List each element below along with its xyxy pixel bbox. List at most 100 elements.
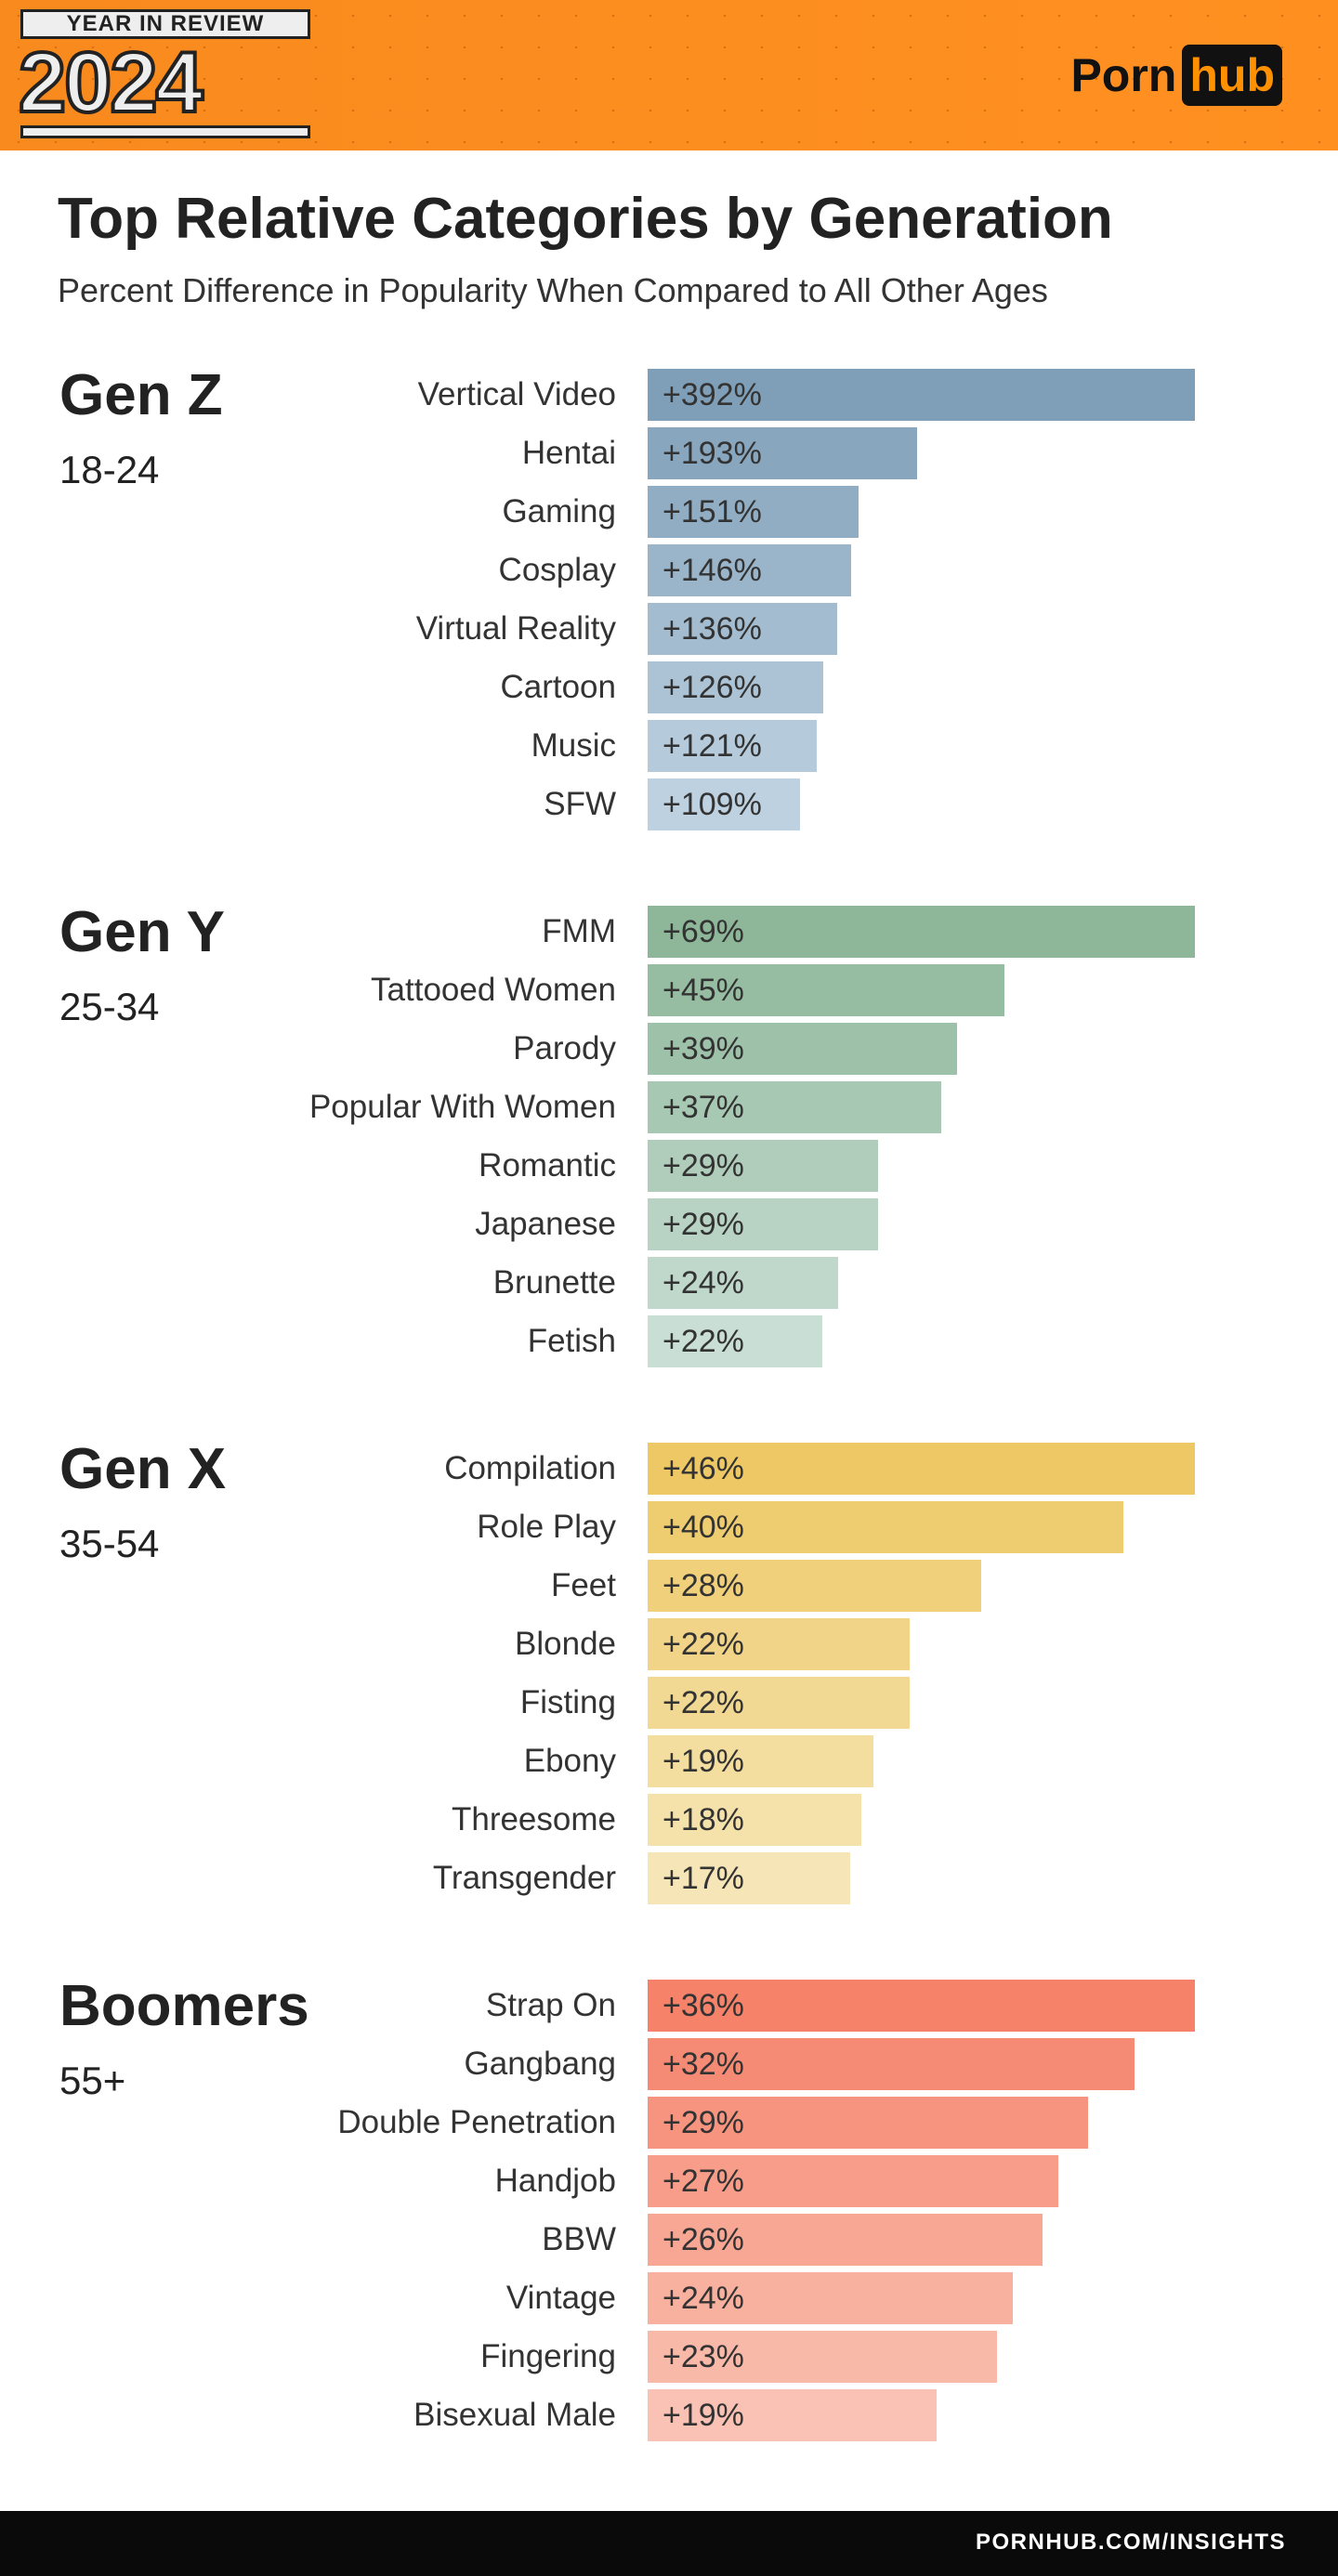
value-label: +45% bbox=[662, 973, 744, 1008]
value-label: +146% bbox=[662, 553, 762, 588]
bar-row: SFW +109% bbox=[0, 778, 1338, 830]
value-label: +26% bbox=[662, 2222, 744, 2257]
bar: +24% bbox=[648, 1257, 838, 1309]
bar-row: Brunette +24% bbox=[0, 1257, 1338, 1309]
value-label: +36% bbox=[662, 1988, 744, 2023]
category-label: Compilation bbox=[444, 1450, 616, 1486]
bar: +17% bbox=[648, 1852, 850, 1904]
value-label: +19% bbox=[662, 2398, 744, 2433]
bar-row: Gangbang +32% bbox=[0, 2038, 1338, 2090]
brand-logo: Porn hub bbox=[1070, 45, 1282, 106]
value-label: +109% bbox=[662, 787, 762, 822]
bar: +29% bbox=[648, 2097, 1089, 2149]
badge-underline bbox=[20, 125, 310, 138]
value-label: +39% bbox=[662, 1031, 744, 1066]
category-label: Double Penetration bbox=[337, 2104, 616, 2140]
category-label: Popular With Women bbox=[308, 1089, 616, 1125]
generation-ages: 35-54 bbox=[59, 1522, 160, 1565]
bar-row: Cartoon +126% bbox=[0, 661, 1338, 713]
value-label: +40% bbox=[662, 1510, 744, 1545]
value-label: +29% bbox=[662, 2105, 744, 2140]
generation-group: Gen Y 25-34 FMM +69% Tattooed Women +45% Pa… bbox=[0, 899, 1338, 1382]
footer-url: PORNHUB.COM/INSIGHTS bbox=[975, 2530, 1286, 2555]
bar: +39% bbox=[648, 1023, 957, 1075]
category-label: Cosplay bbox=[498, 552, 616, 588]
category-label: Role Play bbox=[477, 1509, 616, 1545]
category-label: Parody bbox=[513, 1030, 616, 1066]
value-label: +392% bbox=[662, 377, 762, 412]
bar: +19% bbox=[648, 1735, 874, 1787]
bar: +69% bbox=[648, 906, 1195, 958]
bar-row: Vintage +24% bbox=[0, 2272, 1338, 2324]
generation-ages: 18-24 bbox=[59, 448, 160, 491]
bar: +26% bbox=[648, 2214, 1043, 2266]
bar-row: Vertical Video +392% bbox=[0, 369, 1338, 421]
generation-group: Gen X 35-54 Compilation +46% Role Play +40… bbox=[0, 1436, 1338, 1919]
value-label: +136% bbox=[662, 611, 762, 647]
value-label: +19% bbox=[662, 1744, 744, 1779]
bar: +37% bbox=[648, 1081, 941, 1133]
bar-row: Hentai +193% bbox=[0, 427, 1338, 479]
bar: +193% bbox=[648, 427, 917, 479]
value-label: +37% bbox=[662, 1090, 744, 1125]
generation-group: Gen Z 18-24 Vertical Video +392% Hentai +1… bbox=[0, 362, 1338, 845]
bar: +27% bbox=[648, 2155, 1058, 2207]
generation-group: Boomers 55+ Strap On +36% Gangbang +32% Dou… bbox=[0, 1973, 1338, 2456]
bar: +46% bbox=[648, 1443, 1195, 1495]
value-label: +18% bbox=[662, 1802, 744, 1837]
bar-row: Fingering +23% bbox=[0, 2331, 1338, 2383]
bar: +36% bbox=[648, 1980, 1195, 2032]
category-label: Tattooed Women bbox=[371, 972, 616, 1008]
category-label: Handjob bbox=[494, 2163, 616, 2199]
value-label: +126% bbox=[662, 670, 762, 705]
bar-row: Popular With Women +37% bbox=[0, 1081, 1338, 1133]
category-label: Gaming bbox=[502, 493, 616, 530]
bar-row: Transgender +17% bbox=[0, 1852, 1338, 1904]
value-label: +17% bbox=[662, 1861, 744, 1896]
year-in-review-badge: YEAR IN REVIEW bbox=[20, 9, 310, 39]
value-label: +32% bbox=[662, 2046, 744, 2082]
category-label: Fetish bbox=[527, 1323, 616, 1359]
bar: +121% bbox=[648, 720, 817, 772]
generation-name: Boomers bbox=[59, 1974, 309, 2038]
bar: +136% bbox=[648, 603, 838, 655]
category-label: FMM bbox=[542, 913, 616, 949]
value-label: +22% bbox=[662, 1324, 744, 1359]
bar-row: Virtual Reality +136% bbox=[0, 603, 1338, 655]
bar-row: Threesome +18% bbox=[0, 1794, 1338, 1846]
bar-row: Ebony +19% bbox=[0, 1735, 1338, 1787]
value-label: +22% bbox=[662, 1627, 744, 1662]
bar: +19% bbox=[648, 2389, 937, 2441]
bar-row: Fetish +22% bbox=[0, 1315, 1338, 1367]
category-label: Fingering bbox=[480, 2338, 616, 2374]
generation-ages: 55+ bbox=[59, 2059, 126, 2102]
value-label: +69% bbox=[662, 914, 744, 949]
bar-row: Role Play +40% bbox=[0, 1501, 1338, 1553]
value-label: +28% bbox=[662, 1568, 744, 1603]
category-label: Strap On bbox=[485, 1987, 616, 2023]
category-label: Hentai bbox=[521, 435, 616, 471]
bar-row: Fisting +22% bbox=[0, 1677, 1338, 1729]
bar: +32% bbox=[648, 2038, 1135, 2090]
category-label: SFW bbox=[544, 786, 616, 822]
bar-row: Feet +28% bbox=[0, 1560, 1338, 1612]
value-label: +23% bbox=[662, 2339, 744, 2374]
value-label: +46% bbox=[662, 1451, 744, 1486]
bar-row: Blonde +22% bbox=[0, 1618, 1338, 1670]
value-label: +24% bbox=[662, 2281, 744, 2316]
category-label: Blonde bbox=[515, 1626, 616, 1662]
year-badge: 2024 bbox=[17, 35, 205, 130]
generation-name: Gen X bbox=[59, 1437, 227, 1501]
value-label: +193% bbox=[662, 436, 762, 471]
category-label: Cartoon bbox=[500, 669, 616, 705]
bar: +45% bbox=[648, 964, 1005, 1016]
bar: +40% bbox=[648, 1501, 1124, 1553]
bar-row: FMM +69% bbox=[0, 906, 1338, 958]
bar: +18% bbox=[648, 1794, 862, 1846]
category-label: Vertical Video bbox=[417, 376, 616, 412]
bar: +22% bbox=[648, 1618, 910, 1670]
bar: +28% bbox=[648, 1560, 981, 1612]
category-label: Japanese bbox=[475, 1206, 616, 1242]
category-label: Virtual Reality bbox=[415, 610, 616, 647]
bar: +392% bbox=[648, 369, 1195, 421]
